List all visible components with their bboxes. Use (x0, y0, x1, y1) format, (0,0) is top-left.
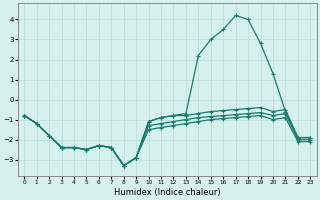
X-axis label: Humidex (Indice chaleur): Humidex (Indice chaleur) (114, 188, 220, 197)
